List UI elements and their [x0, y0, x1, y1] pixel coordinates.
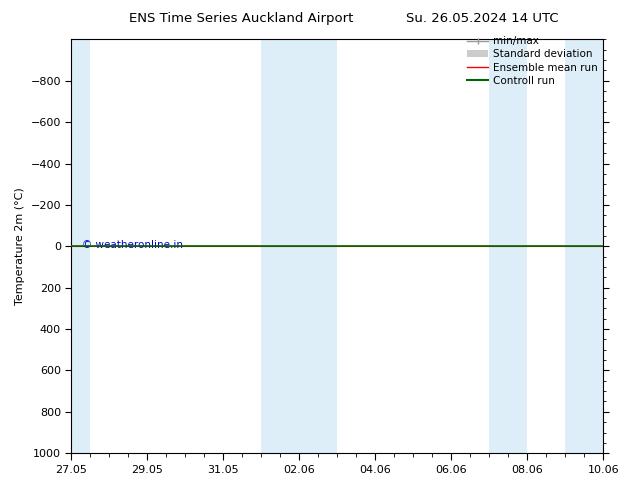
Text: © weatheronline.in: © weatheronline.in: [82, 240, 183, 250]
Text: ENS Time Series Auckland Airport: ENS Time Series Auckland Airport: [129, 12, 353, 25]
Y-axis label: Temperature 2m (°C): Temperature 2m (°C): [15, 187, 25, 305]
Bar: [565, 39, 622, 453]
Bar: [53, 39, 91, 453]
Bar: [261, 39, 337, 453]
Bar: [489, 39, 527, 453]
Legend: min/max, Standard deviation, Ensemble mean run, Controll run: min/max, Standard deviation, Ensemble me…: [467, 36, 598, 86]
Text: Su. 26.05.2024 14 UTC: Su. 26.05.2024 14 UTC: [406, 12, 558, 25]
